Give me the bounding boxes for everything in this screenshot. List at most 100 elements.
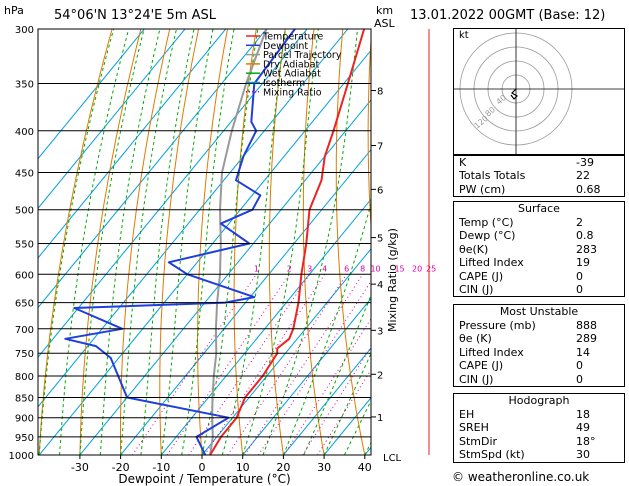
km-tick-label: 8	[377, 87, 383, 98]
isotherm-line	[38, 29, 227, 259]
pressure-tick-label: 500	[15, 206, 34, 217]
dry-adiabat-line	[399, 5, 451, 473]
dry-adiabat-line	[38, 29, 113, 455]
legend-item: Wet Adiabat	[263, 69, 321, 80]
hodo-row: SREH 49	[459, 421, 590, 435]
datetime-title: 13.01.2022 00GMT (Base: 12)	[410, 8, 606, 23]
asl-label: ASL	[374, 17, 395, 30]
pressure-tick-label: 800	[15, 372, 34, 383]
index-row: PW (cm) 0.68	[459, 182, 601, 196]
mu-row: Pressure (mb) 888	[459, 319, 597, 332]
indices-panel: K -39 Totals Totals 22 PW (cm) 0.68	[453, 155, 625, 198]
surface-row: CAPE (J) 0	[459, 269, 583, 283]
hodograph-title: Hodograph	[508, 394, 570, 407]
legend-item: Parcel Trajectory	[263, 50, 342, 61]
isotherm-line	[38, 29, 349, 408]
surface-row: Temp (°C) 2	[459, 216, 583, 229]
hodo-row: StmDir 18°	[459, 434, 596, 448]
dry-adiabat-line	[367, 32, 371, 234]
x-tick-label: 40	[358, 461, 372, 474]
mu-row: Lifted Index 14	[459, 345, 590, 359]
most-unstable-panel: Most Unstable Pressure (mb) 888 θe (K) 289…	[453, 304, 625, 387]
hodograph-trace	[510, 88, 518, 100]
surface-panel: Surface Temp (°C) 2 Dewp (°C) 0.8 θe(K) 283…	[453, 201, 625, 298]
pressure-tick-label: 300	[15, 25, 34, 36]
mixing-ratio-label: 4	[322, 264, 327, 273]
mixing-ratio-line	[244, 273, 364, 455]
wet-adiabat-line	[160, 29, 214, 455]
mixing-ratio-label: 15	[394, 264, 404, 273]
index-row: K -39	[459, 156, 594, 169]
wet-adiabat-line	[344, 399, 371, 455]
isotherm-line	[242, 297, 371, 455]
x-axis-label: Dewpoint / Temperature (°C)	[118, 472, 290, 486]
isotherm-line	[38, 29, 268, 309]
parcel-trajectory-line	[209, 29, 268, 455]
legend-item: Mixing Ratio	[263, 87, 322, 98]
legend-item: Dewpoint	[263, 41, 308, 52]
hodograph: 40 80 120 kt	[453, 28, 625, 155]
mixing-ratio-axis-label: Mixing Ratio (g/kg)	[386, 228, 399, 332]
mixing-ratio-line	[317, 368, 371, 455]
surface-title: Surface	[518, 202, 560, 215]
dry-adiabat-line	[197, 29, 229, 455]
copyright-footer[interactable]: © weatheronline.co.uk	[452, 470, 590, 484]
isotherm-line	[38, 49, 371, 455]
hodograph-ring-label: 40	[495, 93, 509, 106]
location-title: 54°06'N 13°24'E 5m ASL	[54, 8, 216, 23]
hodograph-unit: kt	[459, 30, 469, 41]
x-tick-label: -20	[112, 461, 130, 474]
wet-adiabat-line	[99, 29, 161, 455]
surface-row: CIN (J) 0	[459, 282, 583, 296]
isotherm-line	[201, 248, 371, 455]
wet-adiabat-line	[120, 29, 178, 455]
mixing-ratio-label: 10	[370, 264, 380, 273]
most-unstable-title: Most Unstable	[499, 305, 579, 318]
dry-adiabat-line	[79, 29, 142, 455]
mixing-ratio-line	[131, 273, 257, 455]
dry-adiabat-line	[302, 29, 325, 455]
pressure-tick-label: 350	[15, 80, 34, 91]
pressure-tick-label: 700	[15, 325, 34, 336]
km-tick-label: 6	[377, 185, 383, 196]
pressure-tick-label: 600	[15, 270, 34, 281]
wet-adiabat-line	[79, 29, 145, 455]
dry-adiabat-line	[120, 29, 171, 455]
pressure-tick-label: 1000	[9, 451, 34, 462]
hodo-row: EH 18	[459, 408, 590, 421]
surface-row: θe(K) 283	[459, 242, 597, 256]
surface-row: Lifted Index 19	[459, 256, 590, 270]
hodograph-panel: Hodograph EH 18 SREH 49 StmDir 18° StmSpd (…	[453, 393, 625, 463]
index-row: Totals Totals 22	[459, 169, 590, 183]
isotherm-line	[79, 99, 371, 455]
dewpoint-line	[64, 29, 296, 455]
x-tick-label: -30	[71, 461, 89, 474]
isotherm-line	[38, 29, 308, 358]
isotherm-line	[38, 29, 186, 210]
x-tick-label: -10	[152, 461, 170, 474]
isotherm-line	[38, 29, 145, 160]
wet-adiabat-line	[303, 293, 371, 455]
x-tick-label: 0	[199, 461, 206, 474]
wet-adiabat-line	[282, 201, 371, 455]
mixing-ratio-label: 8	[360, 264, 365, 273]
mixing-ratio-label: 25	[426, 264, 436, 273]
km-tick-label: 2	[377, 370, 383, 381]
pressure-tick-label: 750	[15, 349, 34, 360]
mixing-ratio-label: 3	[307, 264, 312, 273]
km-label: km	[376, 4, 394, 17]
dry-adiabat-line	[268, 29, 286, 455]
mixing-ratio-line	[227, 273, 348, 455]
mixing-ratio-label: 1	[254, 264, 259, 273]
pressure-tick-label: 400	[15, 127, 34, 138]
mixing-ratio-line	[166, 273, 290, 455]
legend-item: Temperature	[262, 32, 323, 43]
pressure-tick-label: 550	[15, 239, 34, 250]
lcl-label: LCL	[383, 453, 402, 464]
x-tick-label: 10	[236, 461, 250, 474]
plot-frame	[37, 28, 372, 456]
pressure-tick-label: 650	[15, 299, 34, 310]
legend-item: Isotherm	[263, 78, 305, 89]
